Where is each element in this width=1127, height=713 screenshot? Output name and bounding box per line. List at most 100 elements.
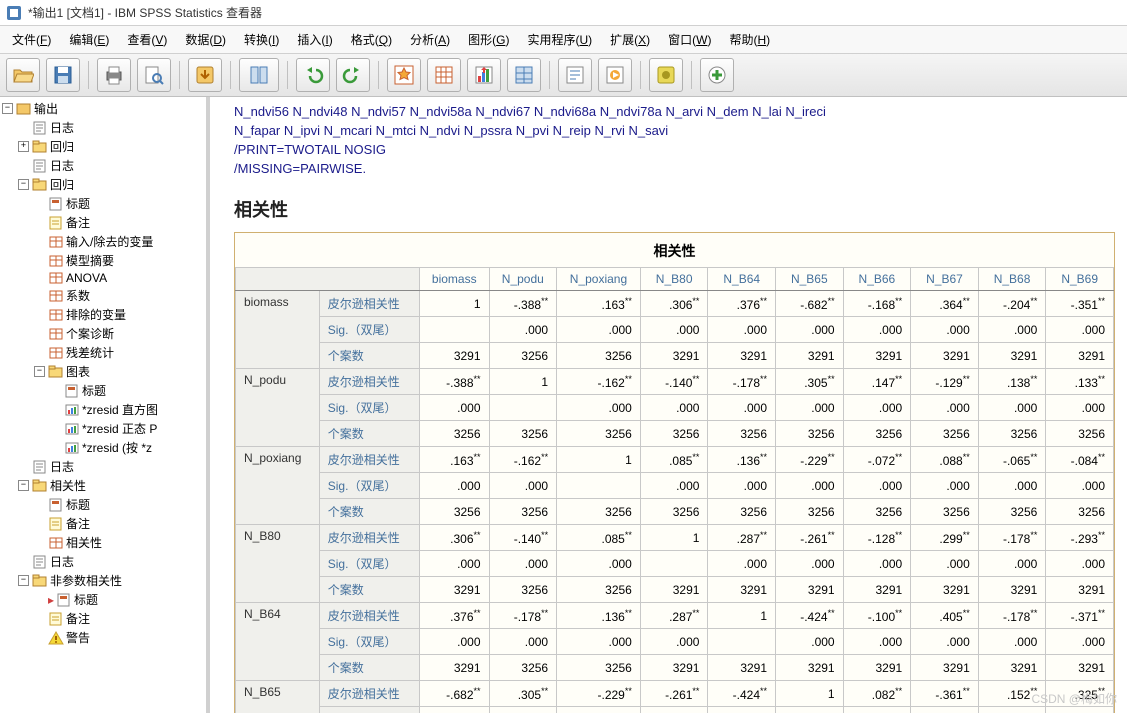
open-icon[interactable] <box>6 58 40 92</box>
cell: .000 <box>843 317 911 343</box>
tree-toggle-icon[interactable]: + <box>18 141 29 152</box>
tree-node[interactable]: 标题 <box>2 194 204 213</box>
menu-item[interactable]: 分析(A) <box>402 28 458 51</box>
outline-tree[interactable]: −输出日志+回归日志−回归标题备注输入/除去的变量模型摘要ANOVA系数排除的变… <box>2 99 204 647</box>
save-icon[interactable] <box>46 58 80 92</box>
tree-node[interactable]: 标题 <box>2 381 204 400</box>
tree-node[interactable]: 个案诊断 <box>2 324 204 343</box>
add-icon[interactable] <box>700 58 734 92</box>
grid-icon[interactable] <box>427 58 461 92</box>
tree-node[interactable]: 相关性 <box>2 533 204 552</box>
menu-item[interactable]: 编辑(E) <box>61 28 117 51</box>
col-header: N_B80 <box>640 268 708 291</box>
menu-item[interactable]: 格式(Q) <box>343 28 400 51</box>
print-icon[interactable] <box>97 58 131 92</box>
undo-icon[interactable] <box>296 58 330 92</box>
cell: .085** <box>640 447 708 473</box>
cell: .000 <box>420 473 489 499</box>
cell: 3291 <box>776 343 844 369</box>
tree-node[interactable]: 残差统计 <box>2 343 204 362</box>
cell: 3256 <box>489 499 557 525</box>
tree-node[interactable]: −非参数相关性 <box>2 571 204 590</box>
tree-toggle-icon[interactable]: − <box>34 366 45 377</box>
data-icon[interactable] <box>507 58 541 92</box>
menu-item[interactable]: 插入(I) <box>289 28 340 51</box>
title-icon <box>48 498 64 512</box>
tree-node[interactable]: 排除的变量 <box>2 305 204 324</box>
log-icon <box>32 121 48 135</box>
content-pane[interactable]: N_ndvi56 N_ndvi48 N_ndvi57 N_ndvi58a N_n… <box>210 97 1127 713</box>
cell: .000 <box>776 551 844 577</box>
tree-node[interactable]: −回归 <box>2 175 204 194</box>
script-icon[interactable] <box>558 58 592 92</box>
run-icon[interactable] <box>598 58 632 92</box>
star-icon[interactable] <box>387 58 421 92</box>
cell: -.168** <box>843 291 911 317</box>
tree-node[interactable]: *zresid 正态 P <box>2 419 204 438</box>
cell: .000 <box>1046 395 1114 421</box>
cell: 3256 <box>776 499 844 525</box>
cell: 3291 <box>776 655 844 681</box>
tree-node[interactable]: ANOVA <box>2 270 204 286</box>
row-stat: Sig.（双尾） <box>319 629 419 655</box>
tree-label: 日志 <box>50 157 74 174</box>
menu-item[interactable]: 窗口(W) <box>660 28 719 51</box>
tree-node[interactable]: 标题 <box>2 495 204 514</box>
menu-item[interactable]: 数据(D) <box>177 28 234 51</box>
cell: .000 <box>489 629 557 655</box>
tree-node[interactable]: −图表 <box>2 362 204 381</box>
tree-toggle-icon[interactable]: − <box>18 179 29 190</box>
tree-node[interactable]: *zresid 直方图 <box>2 400 204 419</box>
tree-node[interactable]: 备注 <box>2 514 204 533</box>
tree-node[interactable]: 模型摘要 <box>2 251 204 270</box>
tree-label: *zresid 正态 P <box>82 420 157 437</box>
menu-item[interactable]: 帮助(H) <box>721 28 778 51</box>
log-icon <box>32 555 48 569</box>
tree-node[interactable]: 日志 <box>2 156 204 175</box>
tree-node[interactable]: ▸标题 <box>2 590 204 609</box>
chart-icon[interactable] <box>467 58 501 92</box>
tree-node[interactable]: 日志 <box>2 118 204 137</box>
tree-node[interactable]: 日志 <box>2 552 204 571</box>
cell: .000 <box>776 317 844 343</box>
goto-icon[interactable] <box>239 58 279 92</box>
tree-label: 排除的变量 <box>66 306 126 323</box>
col-header: N_B69 <box>1046 268 1114 291</box>
preview-icon[interactable] <box>137 58 171 92</box>
tree-label: 备注 <box>66 214 90 231</box>
tree-toggle-icon[interactable]: − <box>18 575 29 586</box>
vars-icon[interactable] <box>649 58 683 92</box>
tree-node[interactable]: 备注 <box>2 213 204 232</box>
cell: -.162** <box>557 369 641 395</box>
cell: 3291 <box>420 655 489 681</box>
row-stat: 皮尔逊相关性 <box>319 603 419 629</box>
tree-toggle-icon[interactable]: − <box>18 480 29 491</box>
tree-node[interactable]: 备注 <box>2 609 204 628</box>
outline-sidebar[interactable]: −输出日志+回归日志−回归标题备注输入/除去的变量模型摘要ANOVA系数排除的变… <box>0 97 210 713</box>
tree-node[interactable]: *zresid (按 *z <box>2 438 204 457</box>
tree-label: 标题 <box>82 382 106 399</box>
cell: 3256 <box>708 421 776 447</box>
export-icon[interactable] <box>188 58 222 92</box>
cell: 3291 <box>1046 655 1114 681</box>
cell: 3291 <box>843 655 911 681</box>
menu-item[interactable]: 转换(I) <box>236 28 287 51</box>
tree-node[interactable]: +回归 <box>2 137 204 156</box>
menu-item[interactable]: 实用程序(U) <box>519 28 600 51</box>
chart-icon <box>64 403 80 417</box>
redo-icon[interactable] <box>336 58 370 92</box>
menu-item[interactable]: 图形(G) <box>460 28 517 51</box>
tree-label: 模型摘要 <box>66 252 114 269</box>
tree-toggle-icon[interactable]: − <box>2 103 13 114</box>
tree-node[interactable]: −相关性 <box>2 476 204 495</box>
out-icon <box>16 102 32 116</box>
tree-node[interactable]: 警告 <box>2 628 204 647</box>
menu-item[interactable]: 扩展(X) <box>602 28 658 51</box>
tree-node[interactable]: 输入/除去的变量 <box>2 232 204 251</box>
tree-node[interactable]: 日志 <box>2 457 204 476</box>
tree-node[interactable]: 系数 <box>2 286 204 305</box>
tbl-icon <box>48 254 64 268</box>
menu-item[interactable]: 查看(V) <box>119 28 175 51</box>
tree-node[interactable]: −输出 <box>2 99 204 118</box>
menu-item[interactable]: 文件(F) <box>4 28 59 51</box>
